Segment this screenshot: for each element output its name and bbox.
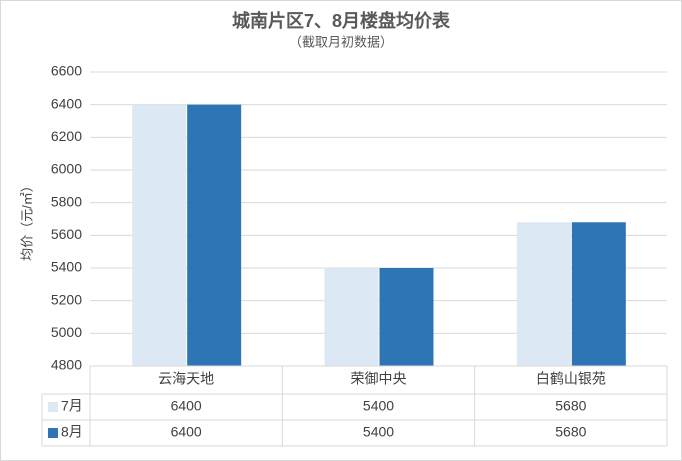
- y-tick-label: 5800: [51, 193, 82, 209]
- y-tick-label: 4800: [51, 357, 82, 373]
- bar: [187, 104, 242, 367]
- x-tick-label: 白鹤山银苑: [536, 371, 606, 387]
- table-value: 5680: [555, 424, 586, 440]
- y-tick-label: 6000: [51, 161, 82, 177]
- legend-swatch: [48, 402, 58, 412]
- legend-label: 7月: [61, 398, 83, 414]
- bar: [571, 222, 626, 366]
- bar: [379, 268, 434, 366]
- table-value: 5680: [555, 398, 586, 414]
- y-tick-label: 6200: [51, 128, 82, 144]
- y-tick-label: 5200: [51, 291, 82, 307]
- legend-swatch: [48, 428, 58, 438]
- bar: [516, 222, 571, 366]
- y-tick-label: 5000: [51, 324, 82, 340]
- y-axis-title: 均价（元/㎡）: [19, 179, 34, 261]
- table-value: 5400: [363, 398, 394, 414]
- y-tick-label: 5400: [51, 259, 82, 275]
- table-value: 6400: [171, 424, 202, 440]
- chart-subtitle: （截取月初数据）: [289, 34, 393, 49]
- legend-label: 8月: [61, 424, 83, 440]
- bar: [132, 104, 187, 367]
- y-tick-label: 5600: [51, 226, 82, 242]
- table-value: 6400: [171, 398, 202, 414]
- x-tick-label: 云海天地: [158, 371, 214, 387]
- x-tick-label: 荣御中央: [351, 371, 407, 387]
- bar: [324, 268, 379, 366]
- y-tick-label: 6400: [51, 95, 82, 111]
- chart-title: 城南片区7、8月楼盘均价表: [232, 10, 451, 31]
- table-value: 5400: [363, 424, 394, 440]
- y-tick-label: 6600: [51, 63, 82, 79]
